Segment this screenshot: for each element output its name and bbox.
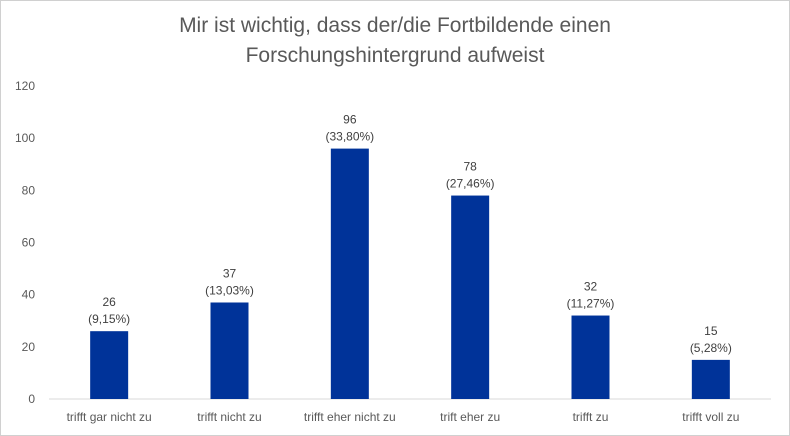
y-tick-label: 80 [22, 183, 36, 197]
data-label-percent: (33,80%) [325, 130, 374, 144]
y-tick-label: 120 [15, 79, 35, 93]
chart-title-line-2: Forschungshintergrund aufweist [245, 44, 545, 67]
x-category-label: trifft zu [573, 410, 609, 424]
data-label-percent: (11,27%) [567, 297, 615, 311]
x-category-label: trifft voll zu [682, 410, 739, 424]
data-label-value: 32 [584, 280, 598, 294]
data-label-percent: (13,03%) [205, 283, 254, 297]
data-label-value: 78 [463, 160, 477, 174]
y-tick-label: 100 [15, 131, 35, 145]
data-label-value: 26 [102, 295, 116, 309]
bar [691, 359, 730, 399]
data-label-percent: (5,28%) [690, 341, 732, 355]
chart-title-line-1: Mir ist wichtig, dass der/die Fortbilden… [179, 14, 611, 37]
x-category-label: trift eher zu [440, 410, 500, 424]
bar [451, 195, 490, 399]
bar [571, 315, 610, 399]
data-label-percent: (9,15%) [88, 312, 130, 326]
x-category-label: trifft nicht zu [197, 410, 261, 424]
y-tick-label: 0 [28, 392, 35, 406]
y-tick-label: 60 [22, 236, 36, 250]
chart-title: Mir ist wichtig, dass der/die Fortbilden… [1, 11, 789, 71]
y-tick-label: 20 [22, 340, 36, 354]
data-label-value: 15 [704, 324, 718, 338]
x-category-label: trifft eher nicht zu [304, 410, 396, 424]
data-label-value: 96 [343, 113, 357, 127]
bar [330, 148, 369, 399]
data-label-value: 37 [223, 266, 237, 280]
x-category-label: trifft gar nicht zu [67, 410, 152, 424]
bar [210, 302, 249, 399]
bar [90, 331, 129, 399]
y-tick-label: 40 [22, 288, 36, 302]
data-label-percent: (27,46%) [446, 177, 495, 191]
